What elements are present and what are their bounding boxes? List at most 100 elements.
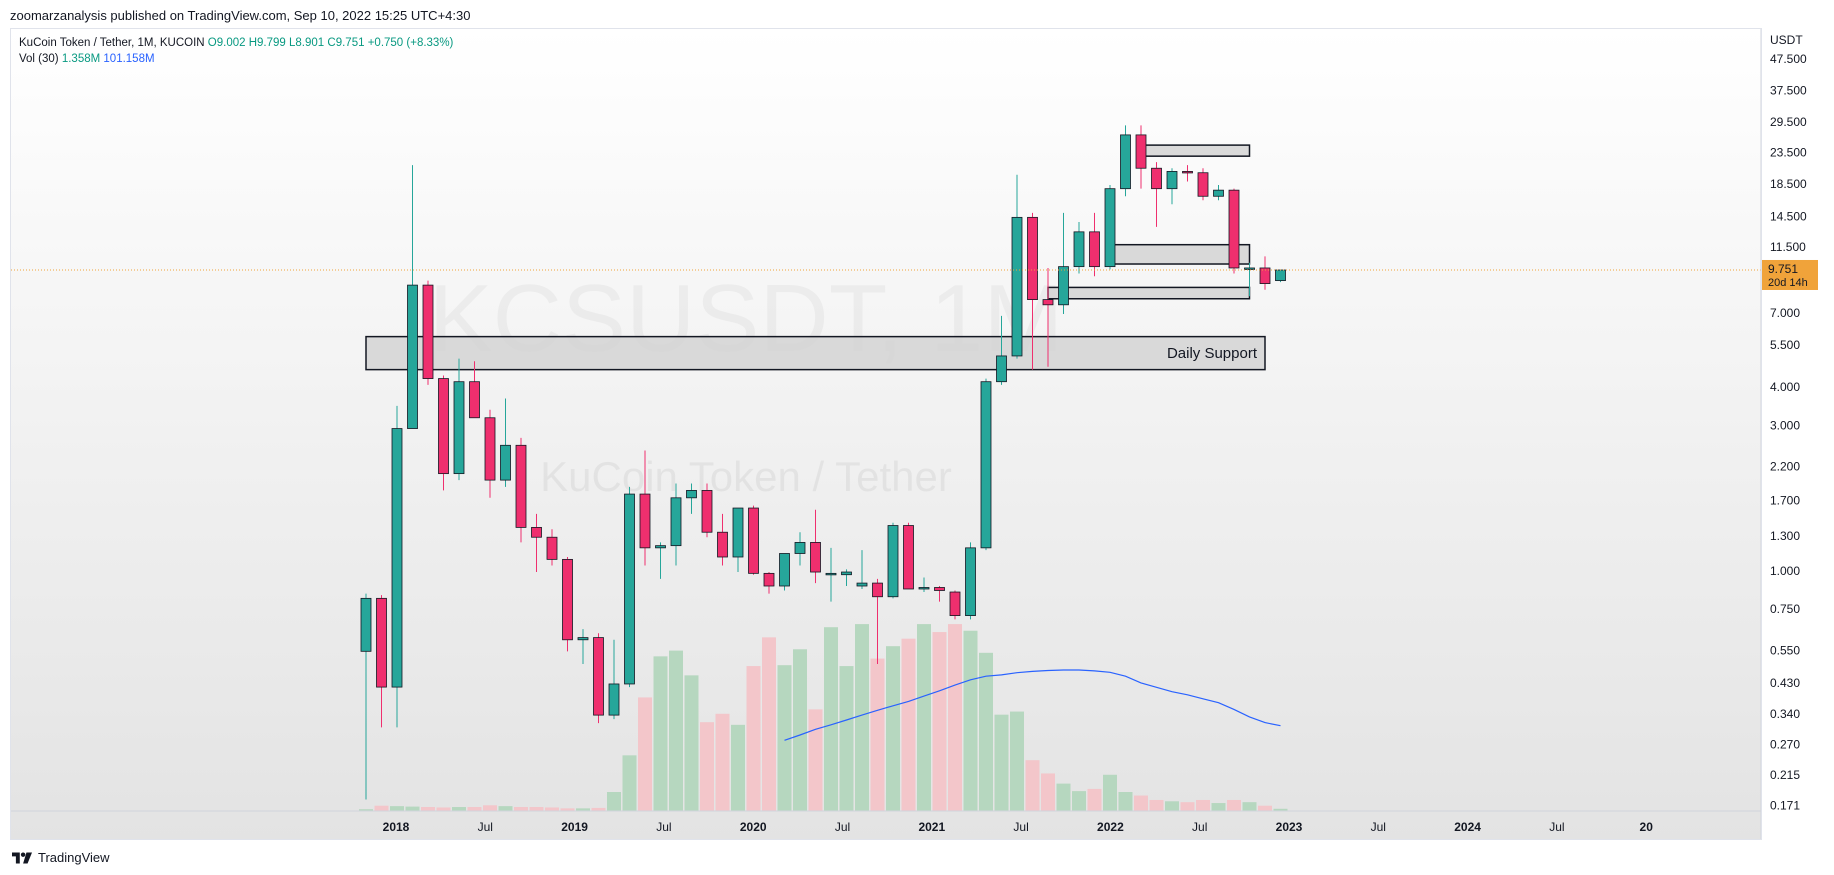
volume-bar xyxy=(684,675,699,811)
volume-bar xyxy=(932,632,947,811)
candle-body xyxy=(965,547,976,616)
candle-body xyxy=(1151,167,1162,190)
volume-bar xyxy=(1010,711,1024,811)
candle-body xyxy=(996,355,1007,383)
candle-body xyxy=(422,284,434,379)
candle xyxy=(779,553,790,591)
volume-bar xyxy=(452,807,466,811)
y-tick-label: 1.700 xyxy=(1770,494,1800,508)
candle-body xyxy=(1182,171,1193,174)
candle-body xyxy=(562,558,573,641)
candle-body xyxy=(841,571,852,576)
y-tick-label: 11.500 xyxy=(1770,240,1806,254)
candle-body xyxy=(593,637,604,716)
x-tick-label: 2024 xyxy=(1454,820,1481,834)
candle-body xyxy=(1089,231,1100,268)
candle xyxy=(438,375,449,491)
candle xyxy=(1151,162,1162,227)
volume-bar xyxy=(669,650,683,811)
candle xyxy=(1120,125,1131,197)
candle-body xyxy=(934,587,945,591)
candle-body xyxy=(763,572,775,587)
y-tick-label: 0.340 xyxy=(1770,707,1800,721)
candle xyxy=(655,542,666,579)
candle xyxy=(484,409,496,498)
legend-vol-value: 1.358M xyxy=(61,53,101,65)
candle xyxy=(1166,168,1178,205)
candle xyxy=(546,529,558,566)
volume-bar xyxy=(359,809,373,811)
candlestick-chart[interactable]: KCSUSDT, 1M KuCoin Token / Tether Daily … xyxy=(11,29,1762,840)
candle-body xyxy=(717,531,728,558)
volume-bars xyxy=(359,624,1288,811)
y-tick-label: 0.550 xyxy=(1770,643,1800,657)
volume-bar xyxy=(994,714,1009,811)
candle-body xyxy=(1058,266,1069,306)
candle xyxy=(407,165,418,429)
legend-vol-ma-value: 101.158M xyxy=(103,53,155,65)
candle-body xyxy=(360,597,372,652)
volume-bar xyxy=(1149,799,1164,811)
candle xyxy=(1197,168,1209,201)
candle xyxy=(1275,269,1286,283)
volume-ma-path xyxy=(784,669,1281,741)
candle xyxy=(453,358,465,481)
candle xyxy=(376,595,387,728)
volume-bar xyxy=(545,807,559,811)
chart-area[interactable]: KCSUSDT, 1M KuCoin Token / Tether Daily … xyxy=(10,28,1762,840)
candle xyxy=(810,509,821,584)
volume-bar xyxy=(1165,801,1179,811)
y-tick-label: 0.270 xyxy=(1770,738,1800,752)
volume-bar xyxy=(1180,802,1195,811)
candle xyxy=(856,550,868,589)
annotation-label: Daily Support xyxy=(1167,345,1258,362)
tradingview-logo[interactable]: TradingView xyxy=(12,850,110,865)
candle-body xyxy=(1228,189,1240,269)
candle-body xyxy=(484,417,496,481)
candle-body xyxy=(980,381,992,549)
candle-body xyxy=(500,444,511,481)
y-tick-label: 4.000 xyxy=(1770,380,1800,394)
annotation-boxes: Daily Support xyxy=(365,144,1266,371)
x-tick-label: 2023 xyxy=(1276,820,1303,834)
candle-body xyxy=(856,582,868,587)
y-tick-label: 0.171 xyxy=(1770,798,1800,812)
candle xyxy=(1089,212,1100,277)
candle-body xyxy=(887,525,899,598)
candle-body xyxy=(1073,231,1085,268)
candle-body xyxy=(376,597,387,688)
last-price-countdown: 20d 14h xyxy=(1768,277,1808,289)
y-tick-label: 3.000 xyxy=(1770,418,1800,432)
candle xyxy=(531,513,542,573)
candle xyxy=(624,486,635,688)
annotation-box xyxy=(1047,286,1251,300)
time-axis[interactable]: 2018 Jul 2019 Jul 2020 Jul 2021 Jul 2022 Jul 2023 J… xyxy=(383,820,1654,834)
candle-body xyxy=(655,545,666,549)
volume-bar xyxy=(839,666,854,811)
price-axis[interactable]: USDT 47.500 37.500 29.500 23.500 18.500 14.50… xyxy=(1762,28,1832,840)
volume-bar xyxy=(607,792,621,811)
candle xyxy=(391,405,403,728)
y-tick-label: 0.750 xyxy=(1770,602,1800,616)
candle xyxy=(608,639,620,720)
candle xyxy=(1042,267,1054,367)
volume-bar xyxy=(390,806,404,811)
volume-bar xyxy=(421,807,435,811)
volume-bar xyxy=(886,646,900,811)
x-tick-label: 2021 xyxy=(918,820,945,834)
candle xyxy=(639,450,651,566)
candle xyxy=(593,633,604,724)
candle xyxy=(965,542,976,620)
x-tick-label: Jul xyxy=(1549,820,1564,834)
volume-bar xyxy=(1273,808,1288,811)
y-tick-label: 1.300 xyxy=(1770,529,1800,543)
last-price-badge xyxy=(1762,259,1818,290)
volume-bar xyxy=(591,807,606,811)
candle xyxy=(934,586,945,602)
legend-low: L8.901 xyxy=(289,37,325,49)
candle xyxy=(825,547,837,602)
candle-body xyxy=(624,493,635,685)
candle-body xyxy=(732,507,744,558)
x-tick-label: 2019 xyxy=(561,820,588,834)
candle xyxy=(918,577,930,593)
